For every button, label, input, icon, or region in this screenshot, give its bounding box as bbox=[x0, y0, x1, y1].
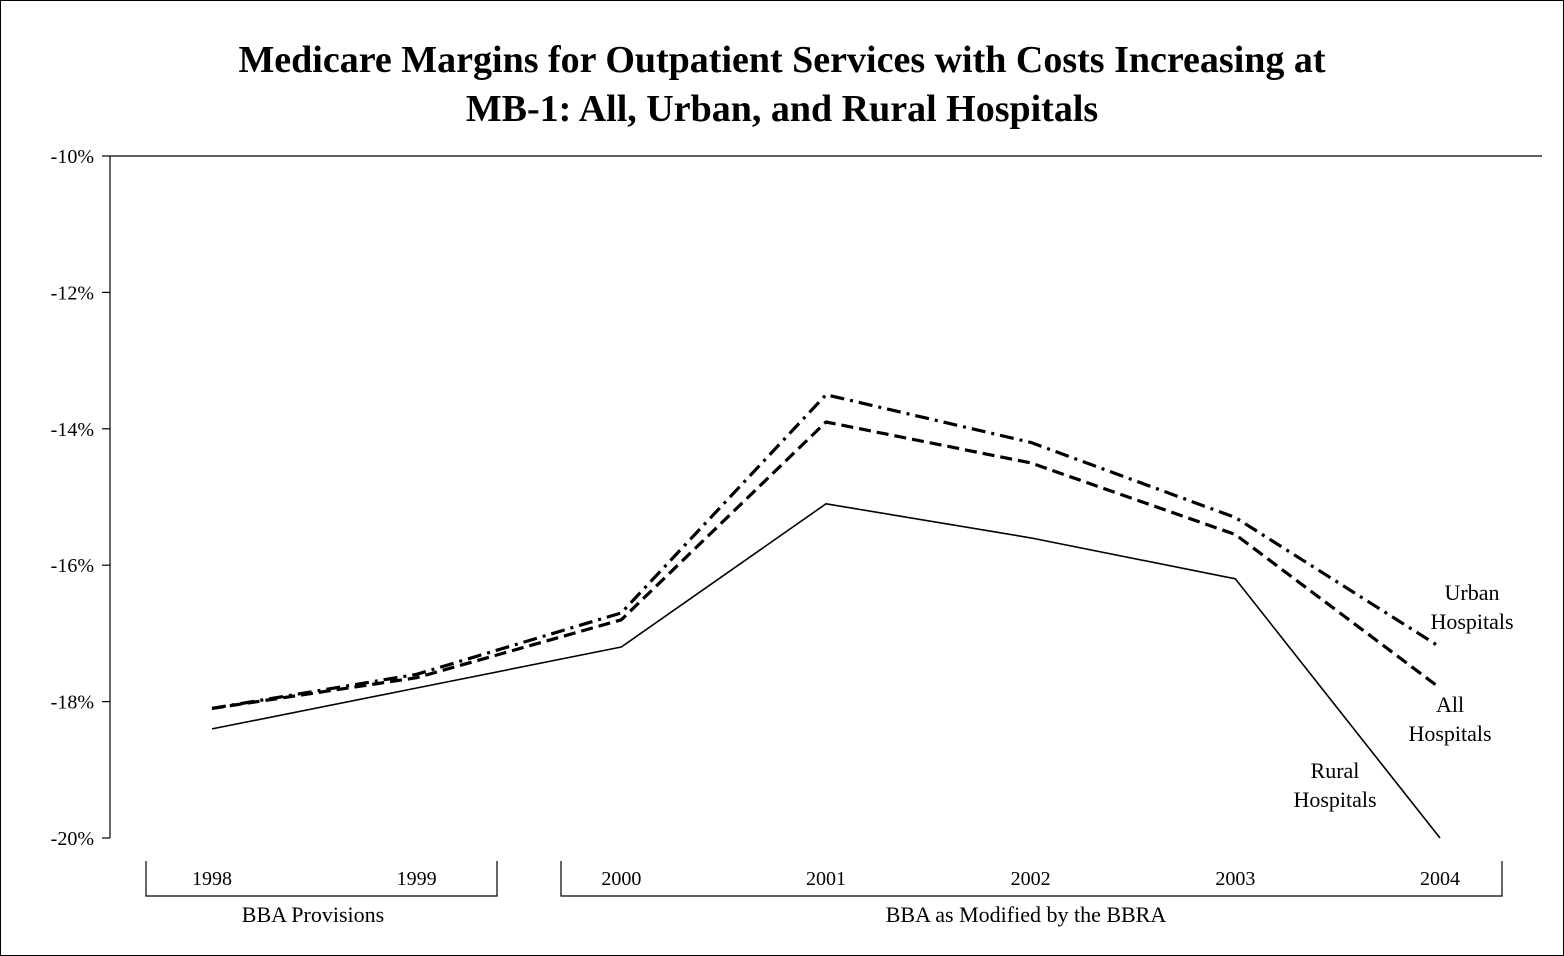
category-group-bracket bbox=[560, 861, 1503, 897]
chart-title: Medicare Margins for Outpatient Services… bbox=[0, 36, 1564, 134]
x-tick-label: 1999 bbox=[397, 868, 437, 890]
x-axis-group: 1998 1999 2000 2001 2002 2003 2004 BBA Provisio… bbox=[145, 861, 1503, 927]
y-tick-label: -18% bbox=[51, 692, 94, 714]
chart-title-line-2: MB-1: All, Urban, and Rural Hospitals bbox=[465, 88, 1099, 130]
x-tick-label: 2000 bbox=[601, 868, 641, 890]
x-tick-label: 2002 bbox=[1011, 868, 1051, 890]
series-labels-group: Urban Hospitals All Hospitals Rural Hospitals bbox=[1293, 580, 1513, 812]
category-group-label: BBA Provisions bbox=[242, 902, 384, 927]
y-tick-label: -20% bbox=[51, 828, 94, 850]
series-label-all-hospitals: All Hospitals bbox=[1408, 692, 1491, 746]
chart-title-line-1: Medicare Margins for Outpatient Services… bbox=[238, 39, 1326, 81]
series-line-rural-hospitals bbox=[211, 502, 1441, 839]
series-group bbox=[211, 393, 1441, 839]
x-tick-label: 2004 bbox=[1420, 868, 1460, 890]
y-tick-label: -10% bbox=[51, 146, 94, 168]
category-group-bracket bbox=[145, 861, 498, 897]
x-tick-label: 2001 bbox=[806, 868, 846, 890]
y-tick-label: -14% bbox=[51, 419, 94, 441]
y-tick-label: -12% bbox=[51, 282, 94, 304]
series-line-urban-hospitals bbox=[211, 393, 1441, 710]
category-group-label: BBA as Modified by the BBRA bbox=[886, 902, 1167, 927]
series-label-urban-hospitals: Urban Hospitals bbox=[1430, 580, 1513, 634]
axes-group: -10% -12% -14% -16% -18% -20% bbox=[51, 146, 1542, 850]
y-tick-label: -16% bbox=[51, 555, 94, 577]
x-tick-label: 1998 bbox=[192, 868, 232, 890]
series-label-rural-hospitals: Rural Hospitals bbox=[1293, 758, 1376, 812]
series-line-all-hospitals bbox=[211, 420, 1441, 710]
x-tick-label: 2003 bbox=[1215, 868, 1255, 890]
